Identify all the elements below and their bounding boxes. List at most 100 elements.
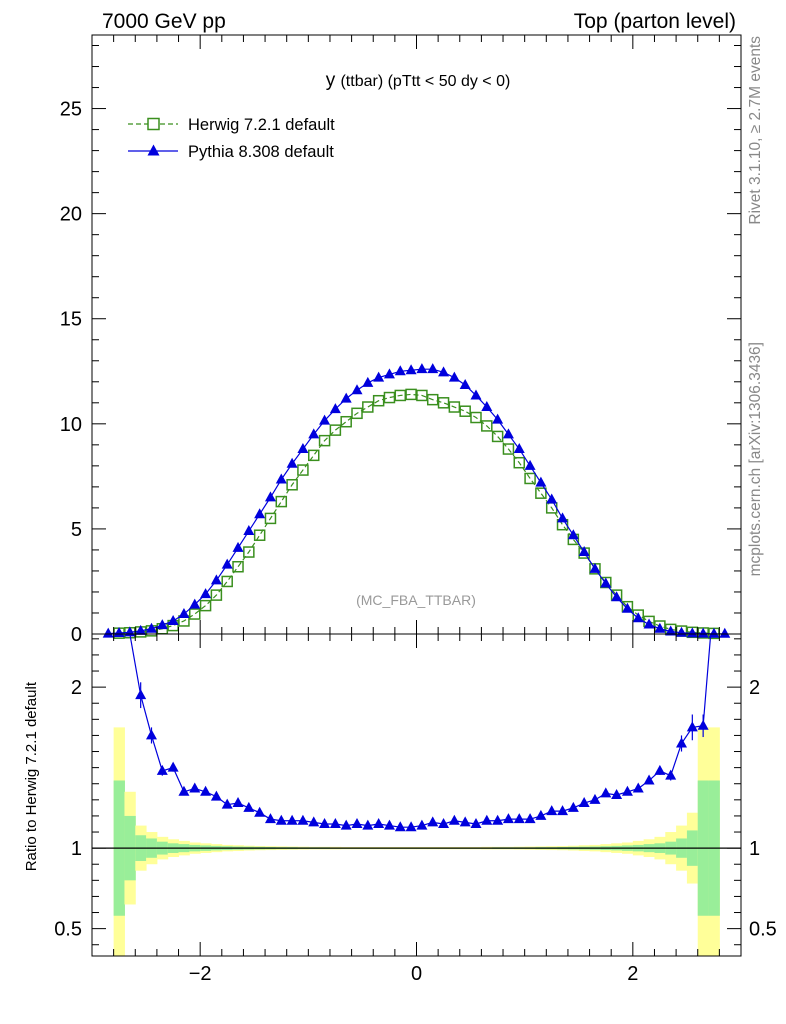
herwig-point bbox=[416, 389, 428, 402]
herwig-point bbox=[243, 546, 255, 558]
pythia-point bbox=[340, 392, 352, 403]
ratio-plot-frame bbox=[91, 633, 742, 957]
herwig-point bbox=[491, 430, 504, 443]
header-right-label: Top (parton level) bbox=[574, 10, 736, 33]
herwig-point bbox=[307, 449, 320, 462]
ratio-point bbox=[286, 814, 298, 825]
pythia-point bbox=[135, 624, 147, 635]
ratio-point bbox=[654, 764, 666, 775]
herwig-point bbox=[297, 464, 309, 476]
pythia-point bbox=[611, 591, 623, 602]
herwig-point bbox=[340, 415, 352, 428]
pythia-point bbox=[481, 401, 493, 412]
herwig-point bbox=[448, 401, 461, 413]
header-left-label: 7000 GeV pp bbox=[102, 10, 226, 33]
ratio-point bbox=[621, 785, 633, 796]
ratio-point bbox=[254, 806, 266, 817]
pythia-point bbox=[600, 577, 612, 588]
pythia-point bbox=[362, 376, 374, 387]
rivet-version-label: Rivet 3.1.10, ≥ 2.7M events bbox=[747, 36, 764, 225]
pythia-point bbox=[427, 363, 439, 374]
legend-label: Herwig 7.2.1 default bbox=[188, 116, 335, 134]
ratio-y-tick-label: 0.5 bbox=[54, 919, 82, 941]
pythia-point bbox=[513, 443, 525, 454]
legend: Herwig 7.2.1 default Pythia 8.308 default bbox=[128, 116, 335, 161]
ratio-point bbox=[513, 813, 525, 824]
legend-label: Pythia 8.308 default bbox=[188, 143, 334, 161]
ratio-point bbox=[676, 737, 688, 748]
ratio-point bbox=[589, 793, 601, 804]
legend-marker-triangle bbox=[147, 144, 160, 156]
pythia-point bbox=[438, 366, 450, 377]
y-tick-label: 20 bbox=[60, 204, 82, 226]
herwig-point bbox=[394, 389, 407, 402]
y-tick-label: 0 bbox=[71, 624, 82, 646]
ratio-point bbox=[340, 819, 352, 830]
herwig-point bbox=[221, 575, 233, 588]
ratio-point bbox=[535, 809, 547, 820]
ratio-y-tick-label-right: 1 bbox=[749, 838, 760, 860]
pythia-point bbox=[578, 546, 590, 557]
ratio-point bbox=[145, 729, 157, 740]
herwig-point bbox=[535, 487, 547, 499]
herwig-point bbox=[329, 424, 342, 436]
pythia-point bbox=[351, 384, 363, 395]
ratio-point bbox=[470, 817, 482, 828]
ratio-y-tick-label: 2 bbox=[71, 677, 82, 699]
herwig-point bbox=[286, 479, 298, 491]
ratio-point bbox=[373, 817, 385, 828]
ratio-point bbox=[329, 817, 341, 828]
pythia-point bbox=[243, 525, 255, 536]
ratio-y-axis-label: Ratio to Herwig 7.2.1 default bbox=[23, 681, 40, 871]
pythia-point bbox=[502, 428, 514, 439]
ratio-point bbox=[481, 814, 493, 825]
ratio-series-line bbox=[122, 633, 712, 828]
ratio-point bbox=[210, 790, 222, 801]
ratio-point bbox=[600, 787, 612, 798]
ratio-point bbox=[567, 801, 579, 812]
ratio-point bbox=[502, 813, 514, 824]
ratio-point bbox=[200, 785, 212, 796]
pythia-point bbox=[719, 627, 731, 638]
pythia-point bbox=[492, 413, 504, 424]
y-tick-label: 25 bbox=[60, 99, 82, 121]
pythia-point bbox=[286, 457, 298, 468]
pythia-point bbox=[567, 529, 579, 540]
y-tick-label: 10 bbox=[60, 414, 82, 436]
legend-marker-square bbox=[147, 117, 160, 131]
herwig-point bbox=[459, 405, 471, 417]
herwig-point bbox=[253, 529, 266, 541]
pythia-point bbox=[319, 414, 331, 425]
pythia-point bbox=[275, 473, 287, 484]
ratio-point bbox=[264, 813, 276, 824]
ratio-point bbox=[546, 805, 558, 816]
ratio-point bbox=[643, 774, 655, 785]
ratio-plot-content bbox=[92, 633, 741, 956]
pythia-point bbox=[405, 364, 417, 375]
pythia-point bbox=[373, 371, 385, 382]
ratio-point bbox=[156, 764, 168, 775]
mcplots-label: mcplots.cern.ch [arXiv:1306.3436] bbox=[747, 342, 764, 576]
pythia-point bbox=[394, 365, 406, 376]
pythia-point bbox=[546, 493, 558, 504]
pythia-point bbox=[232, 541, 244, 552]
herwig-point bbox=[275, 495, 288, 508]
pythia-point bbox=[665, 625, 677, 636]
ratio-point bbox=[319, 817, 331, 828]
ratio-y-tick-label-right: 0.5 bbox=[749, 919, 777, 941]
ratio-point bbox=[697, 719, 709, 730]
pythia-point bbox=[632, 612, 644, 623]
pythia-point bbox=[254, 508, 266, 519]
pythia-point bbox=[308, 428, 320, 439]
pythia-point bbox=[589, 562, 601, 573]
ratio-point bbox=[167, 761, 179, 772]
x-tick-label: −2 bbox=[189, 963, 212, 985]
herwig-point bbox=[264, 512, 277, 525]
y-tick-label: 5 bbox=[71, 519, 82, 541]
pythia-point bbox=[416, 363, 428, 374]
ratio-point bbox=[611, 789, 623, 799]
ratio-point bbox=[459, 816, 471, 827]
y-tick-label: 15 bbox=[60, 309, 82, 331]
